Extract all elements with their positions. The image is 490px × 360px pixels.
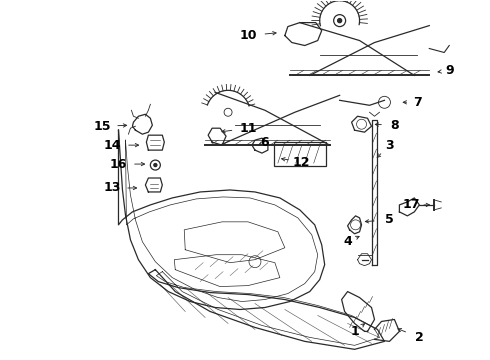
Text: 14: 14 <box>104 139 121 152</box>
Text: 8: 8 <box>390 119 399 132</box>
Text: 11: 11 <box>239 122 257 135</box>
Text: 3: 3 <box>385 139 394 152</box>
Text: 1: 1 <box>350 325 359 338</box>
Text: 13: 13 <box>104 181 121 194</box>
FancyBboxPatch shape <box>274 142 326 166</box>
Circle shape <box>154 163 157 167</box>
Text: 10: 10 <box>239 29 257 42</box>
Text: 2: 2 <box>415 331 424 344</box>
Text: 15: 15 <box>94 120 111 133</box>
Text: 17: 17 <box>403 198 420 211</box>
Text: 7: 7 <box>413 96 422 109</box>
Text: 5: 5 <box>385 213 394 226</box>
Circle shape <box>338 19 342 23</box>
Text: 16: 16 <box>110 158 127 171</box>
Text: 9: 9 <box>445 64 454 77</box>
Text: 6: 6 <box>261 136 269 149</box>
Text: 4: 4 <box>343 235 352 248</box>
Text: 12: 12 <box>293 156 311 168</box>
